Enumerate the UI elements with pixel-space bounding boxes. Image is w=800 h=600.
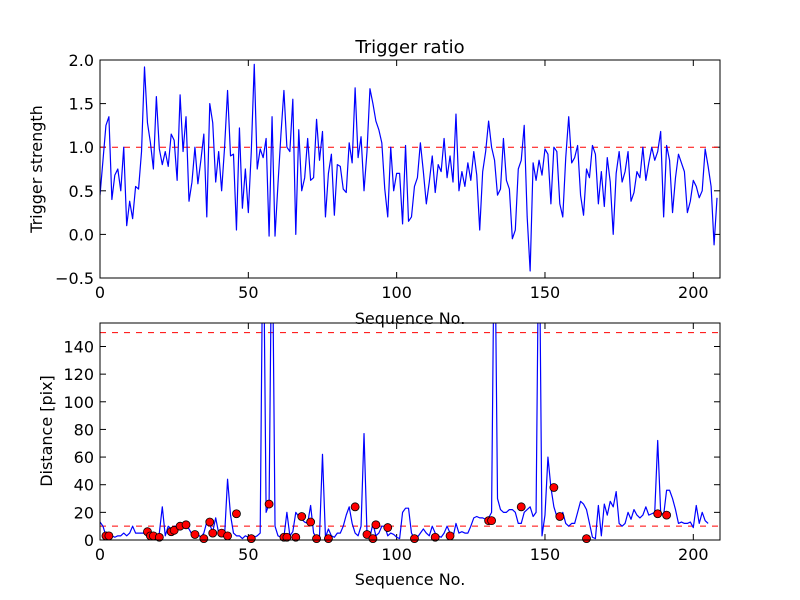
data-point — [516, 502, 526, 512]
x-tick-label: 0 — [95, 283, 105, 302]
data-point — [246, 534, 256, 544]
data-point — [306, 517, 316, 527]
y-tick-label: 120 — [63, 365, 94, 384]
y-ticks: 0 20 40 60 80 100 120 140 — [63, 337, 720, 550]
y-tick: 0.5 — [69, 182, 720, 201]
x-tick-label: 0 — [95, 545, 105, 564]
y-tick: 140 — [63, 337, 720, 356]
x-tick-label: 150 — [530, 545, 561, 564]
axes-frame — [99, 59, 721, 279]
x-tick-label: 100 — [381, 283, 412, 302]
x-tick-label: 150 — [530, 283, 561, 302]
x-tick-label: 200 — [678, 283, 709, 302]
y-tick-label: 0 — [84, 531, 94, 550]
data-point — [324, 534, 333, 544]
y-tick-label: 20 — [74, 503, 94, 522]
x-ticks: 0 50 100 150 200 — [95, 323, 709, 564]
y-tick: 1.5 — [69, 95, 720, 114]
chart-title: Trigger ratio — [354, 37, 464, 58]
x-axis-label: Sequence No. — [355, 570, 466, 589]
x-tick: 50 — [238, 60, 259, 302]
y-tick: 20 — [74, 503, 720, 522]
y-tick-label: 60 — [74, 448, 94, 467]
y-tick: 100 — [63, 393, 720, 412]
series-line — [100, 63, 718, 272]
data-point — [582, 534, 591, 544]
x-tick: 200 — [678, 323, 709, 564]
data-point — [282, 532, 292, 542]
y-ticks: −0.5 0.0 0.5 1.0 1.5 2.0 — [55, 51, 720, 288]
data-point — [205, 517, 215, 527]
distance-chart: 0 20 40 60 80 100 120 140 0 50 100 150 200 Sequence… — [37, 322, 721, 589]
data-point — [312, 534, 321, 544]
y-tick: 120 — [63, 365, 720, 384]
x-tick: 50 — [238, 323, 259, 564]
data-point — [383, 523, 393, 532]
data-point — [549, 483, 559, 492]
data-point — [169, 525, 179, 535]
plot-area — [100, 323, 720, 544]
y-axis-label: Distance [pix] — [37, 375, 56, 487]
y-tick-label: 1.0 — [69, 138, 94, 157]
y-tick-label: 80 — [74, 420, 94, 439]
data-point — [653, 509, 663, 519]
data-point — [190, 530, 200, 539]
x-tick: 200 — [678, 60, 709, 302]
y-tick-label: 140 — [63, 337, 94, 356]
axes-frame — [99, 322, 721, 541]
y-tick-label: 100 — [63, 393, 94, 412]
y-tick: 60 — [74, 448, 720, 467]
x-tick-label: 200 — [678, 545, 709, 564]
y-tick-label: −0.5 — [55, 269, 94, 288]
x-ticks: 0 50 100 150 200 — [95, 60, 709, 302]
y-tick-label: 2.0 — [69, 51, 94, 70]
y-tick-label: 0.5 — [69, 182, 94, 201]
y-tick-label: 1.5 — [69, 95, 94, 114]
data-point — [264, 499, 274, 509]
y-tick: 80 — [74, 420, 720, 439]
data-point — [371, 520, 381, 530]
data-point — [297, 512, 307, 521]
data-point — [199, 534, 209, 544]
data-point — [208, 528, 218, 538]
y-tick-label: 0.0 — [69, 225, 94, 244]
data-point — [368, 534, 378, 544]
data-point — [232, 509, 241, 519]
data-point — [487, 516, 496, 526]
x-tick: 100 — [381, 60, 412, 302]
data-point — [154, 532, 164, 542]
x-tick-label: 50 — [238, 283, 258, 302]
y-tick-label: 40 — [74, 476, 94, 495]
y-tick: 40 — [74, 476, 720, 495]
data-point — [181, 520, 191, 530]
y-axis-label: Trigger strength — [27, 105, 46, 234]
data-point — [350, 502, 360, 512]
data-point — [555, 512, 565, 521]
data-point — [291, 532, 301, 542]
data-point — [362, 530, 372, 539]
x-tick: 150 — [530, 323, 561, 564]
data-point — [430, 532, 440, 542]
data-point — [662, 510, 672, 520]
x-tick: 150 — [530, 60, 561, 302]
x-tick-label: 100 — [381, 545, 412, 564]
data-point — [410, 534, 419, 544]
plot-area — [100, 63, 720, 272]
x-tick-label: 50 — [238, 545, 258, 564]
